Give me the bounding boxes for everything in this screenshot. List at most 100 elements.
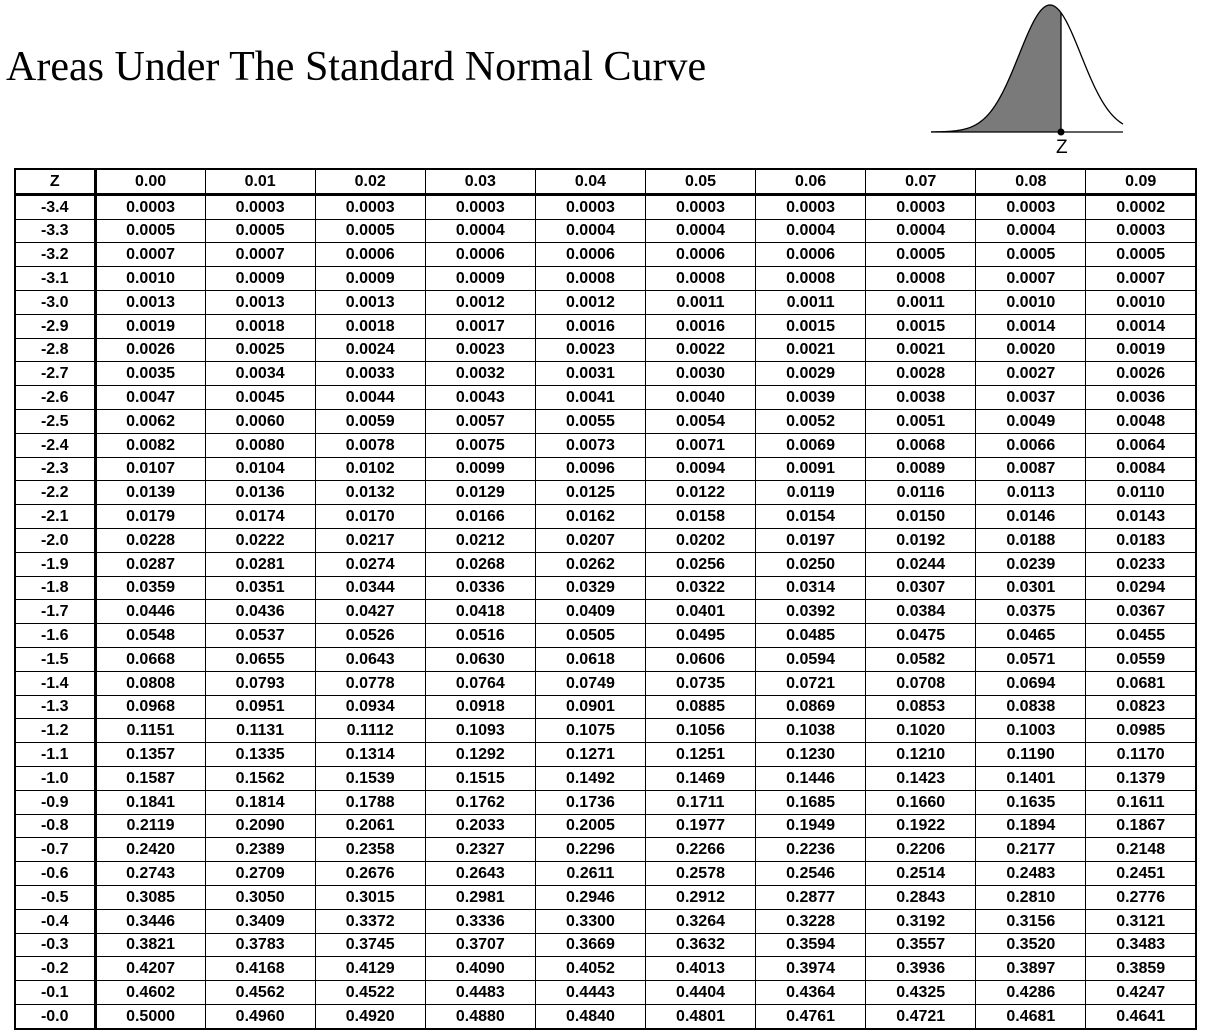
- area-cell: 0.0021: [865, 337, 977, 363]
- area-cell: 0.0119: [755, 480, 867, 506]
- z-value-cell: -2.7: [14, 361, 97, 387]
- z-value-cell: -2.4: [14, 432, 97, 458]
- area-cell: 0.0102: [314, 456, 426, 482]
- area-cell: 0.4286: [975, 980, 1087, 1005]
- area-cell: 0.0047: [94, 385, 206, 410]
- area-cell: 0.0166: [424, 504, 536, 529]
- z-value-cell: -0.8: [14, 813, 97, 839]
- column-header: 0.05: [644, 168, 757, 196]
- area-cell: 0.0239: [975, 551, 1087, 577]
- area-cell: 0.3520: [975, 932, 1087, 958]
- z-value-cell: -1.2: [14, 718, 97, 744]
- area-cell: 0.2033: [424, 813, 536, 839]
- area-cell: 0.1587: [94, 765, 206, 791]
- area-cell: 0.0004: [865, 218, 977, 244]
- table-row: -2.1 0.0179 0.0174 0.0170 0.0166 0.0162 0.0158…: [14, 504, 1197, 529]
- area-cell: 0.0207: [534, 527, 646, 553]
- area-cell: 0.0004: [644, 218, 757, 244]
- table-row: -0.0 0.5000 0.4960 0.4920 0.4880 0.4840 0.4801…: [14, 1003, 1197, 1030]
- area-cell: 0.4404: [644, 980, 757, 1005]
- area-cell: 0.0212: [424, 527, 536, 553]
- shaded-area: [931, 5, 1061, 132]
- area-cell: 0.0005: [975, 242, 1087, 268]
- z-value-cell: -0.6: [14, 861, 97, 886]
- area-cell: 0.0446: [94, 599, 206, 625]
- normal-curve-figure: Z: [930, 4, 1124, 158]
- area-cell: 0.0838: [975, 694, 1087, 720]
- table-row: -1.9 0.0287 0.0281 0.0274 0.0268 0.0262 0.0256…: [14, 551, 1197, 577]
- area-cell: 0.1190: [975, 742, 1087, 767]
- area-cell: 0.0003: [94, 193, 206, 220]
- z-value-cell: -1.8: [14, 575, 97, 601]
- area-cell: 0.0485: [755, 623, 867, 648]
- table-row: -1.1 0.1357 0.1335 0.1314 0.1292 0.1271 0.1251…: [14, 742, 1197, 767]
- area-cell: 0.0968: [94, 694, 206, 720]
- area-cell: 0.1841: [94, 789, 206, 815]
- table-row: -2.9 0.0019 0.0018 0.0018 0.0017 0.0016 0.0016…: [14, 313, 1197, 339]
- z-label: Z: [1056, 137, 1068, 158]
- z-value-cell: -0.0: [14, 1003, 97, 1030]
- area-cell: 0.0268: [424, 551, 536, 577]
- area-cell: 0.3192: [865, 908, 977, 934]
- area-cell: 0.3936: [865, 956, 977, 982]
- table-row: -2.8 0.0026 0.0025 0.0024 0.0023 0.0023 0.0022…: [14, 337, 1197, 363]
- area-cell: 0.0006: [755, 242, 867, 268]
- area-cell: 0.0307: [865, 575, 977, 601]
- column-header: 0.00: [94, 168, 206, 196]
- area-cell: 0.0009: [424, 266, 536, 291]
- area-cell: 0.2327: [424, 837, 536, 863]
- area-cell: 0.1292: [424, 742, 536, 767]
- area-cell: 0.0035: [94, 361, 206, 387]
- area-cell: 0.4522: [314, 980, 426, 1005]
- area-cell: 0.3085: [94, 884, 206, 910]
- area-cell: 0.3632: [644, 932, 757, 958]
- area-cell: 0.2546: [755, 861, 867, 886]
- area-cell: 0.1003: [975, 718, 1087, 744]
- z-marker-dot: [1057, 128, 1065, 136]
- area-cell: 0.1660: [865, 789, 977, 815]
- area-cell: 0.0475: [865, 623, 977, 648]
- area-cell: 0.0136: [204, 480, 316, 506]
- area-cell: 0.4641: [1085, 1003, 1197, 1030]
- area-cell: 0.0179: [94, 504, 206, 529]
- table-row: -0.7 0.2420 0.2389 0.2358 0.2327 0.2296 0.2266…: [14, 837, 1197, 863]
- area-cell: 0.0031: [534, 361, 646, 387]
- area-cell: 0.1151: [94, 718, 206, 744]
- area-cell: 0.0040: [644, 385, 757, 410]
- area-cell: 0.0107: [94, 456, 206, 482]
- area-cell: 0.2266: [644, 837, 757, 863]
- area-cell: 0.1788: [314, 789, 426, 815]
- area-cell: 0.0071: [644, 432, 757, 458]
- table-row: -2.4 0.0082 0.0080 0.0078 0.0075 0.0073 0.0071…: [14, 432, 1197, 458]
- table-row: -1.2 0.1151 0.1131 0.1112 0.1093 0.1075 0.1056…: [14, 718, 1197, 744]
- area-cell: 0.2236: [755, 837, 867, 863]
- z-column-header: Z: [14, 168, 97, 196]
- area-cell: 0.3669: [534, 932, 646, 958]
- area-cell: 0.3974: [755, 956, 867, 982]
- area-cell: 0.2420: [94, 837, 206, 863]
- column-header: 0.02: [314, 168, 426, 196]
- area-cell: 0.0089: [865, 456, 977, 482]
- area-cell: 0.3156: [975, 908, 1087, 934]
- area-cell: 0.0068: [865, 432, 977, 458]
- z-value-cell: -2.1: [14, 504, 97, 529]
- area-cell: 0.0004: [975, 218, 1087, 244]
- area-cell: 0.0026: [1085, 361, 1197, 387]
- area-cell: 0.0037: [975, 385, 1087, 410]
- area-cell: 0.0985: [1085, 718, 1197, 744]
- area-cell: 0.0150: [865, 504, 977, 529]
- table-row: -0.1 0.4602 0.4562 0.4522 0.4483 0.4443 0.4404…: [14, 980, 1197, 1005]
- column-header: 0.04: [534, 168, 646, 196]
- area-cell: 0.3446: [94, 908, 206, 934]
- area-cell: 0.0158: [644, 504, 757, 529]
- area-cell: 0.1814: [204, 789, 316, 815]
- area-cell: 0.4325: [865, 980, 977, 1005]
- area-cell: 0.0099: [424, 456, 536, 482]
- area-cell: 0.2810: [975, 884, 1087, 910]
- area-cell: 0.3300: [534, 908, 646, 934]
- area-cell: 0.0004: [424, 218, 536, 244]
- area-cell: 0.2981: [424, 884, 536, 910]
- z-value-cell: -2.8: [14, 337, 97, 363]
- area-cell: 0.0012: [534, 289, 646, 315]
- area-cell: 0.0329: [534, 575, 646, 601]
